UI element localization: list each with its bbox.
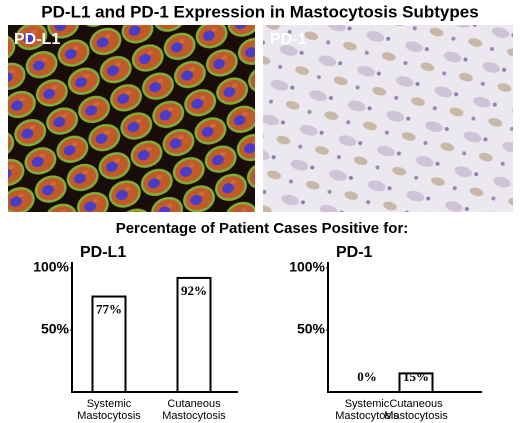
micrograph	[263, 25, 513, 212]
y-tick-label: 100%	[33, 259, 69, 275]
bar	[91, 295, 127, 393]
subtitle: Percentage of Patient Cases Positive for…	[116, 220, 409, 237]
x-tick-label: Systemic Mastocytosis	[335, 398, 399, 422]
panel-label: PD-L1	[14, 31, 60, 48]
y-tick-label: 100%	[289, 259, 325, 275]
x-tick-label: Systemic Mastocytosis	[77, 398, 141, 422]
value-label: 92%	[181, 283, 207, 298]
y-tick-label: 50%	[297, 321, 326, 337]
chart-title: PD-L1	[80, 244, 126, 261]
value-label: 0%	[357, 369, 377, 384]
value-label: 15%	[403, 369, 429, 384]
chart-title: PD-1	[336, 244, 373, 261]
bar	[176, 276, 212, 394]
figure-title: PD-L1 and PD-1 Expression in Mastocytosi…	[41, 2, 478, 21]
x-tick-label: Cutaneous Mastocytosis	[384, 398, 448, 422]
bar	[398, 372, 434, 393]
y-tick-label: 50%	[41, 321, 70, 337]
micrograph	[8, 25, 255, 212]
value-label: 77%	[96, 302, 122, 317]
x-tick-label: Cutaneous Mastocytosis	[162, 398, 226, 422]
panel-label: PD-1	[270, 31, 307, 48]
